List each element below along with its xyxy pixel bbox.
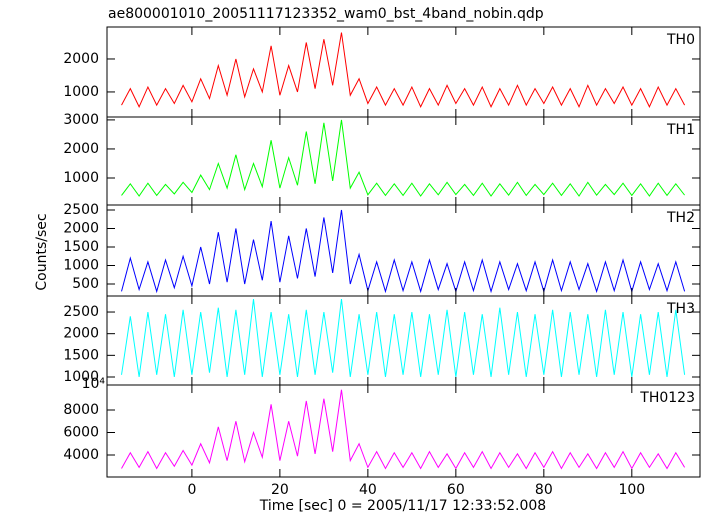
y-tick-label: 1000 [63,369,99,385]
light-curve [121,32,686,109]
light-curve [121,119,685,197]
y-tick-label: 8000 [63,402,99,418]
panel-frame [106,116,701,206]
light-curve [121,389,686,470]
axis-exponent: 10⁴ [82,376,106,392]
y-tick-label: 3000 [63,112,99,128]
y-tick-label: 1000 [63,84,99,100]
y-tick-label: 2500 [63,304,99,320]
panel-frame [106,384,701,478]
x-tick-label: 60 [447,482,465,498]
panel-label: TH1 [666,122,695,138]
y-tick-label: 2000 [63,220,99,236]
panel-frame [106,204,701,297]
chart-title: ae800001010_20051117123352_wam0_bst_4ban… [108,6,544,22]
x-tick-label: 80 [535,482,553,498]
light-curve [121,298,686,378]
y-tick-label: 1500 [63,239,99,255]
x-tick-label: 40 [359,482,377,498]
y-tick-label: 6000 [63,424,99,440]
y-tick-label: 2000 [63,51,99,67]
panel-label: TH0123 [639,390,695,406]
y-tick-label: 2000 [63,141,99,157]
y-tick-label: 2000 [63,326,99,342]
y-tick-label: 1000 [63,170,99,186]
y-tick-label: 1000 [63,258,99,274]
x-axis-label: Time [sec] 0 = 2005/11/17 12:33:52.008 [259,498,546,514]
panel-label: TH3 [666,301,695,317]
y-tick-label: 2500 [63,202,99,218]
x-tick-label: 100 [618,482,645,498]
panel-label: TH0 [666,32,695,48]
y-axis-label: Counts/sec [34,213,50,290]
y-tick-label: 500 [72,276,99,292]
panel-label: TH2 [666,210,695,226]
x-tick-label: 20 [271,482,289,498]
y-tick-label: 4000 [63,447,99,463]
light-curve [121,209,686,294]
x-tick-label: 0 [187,482,196,498]
y-tick-label: 1500 [63,347,99,363]
